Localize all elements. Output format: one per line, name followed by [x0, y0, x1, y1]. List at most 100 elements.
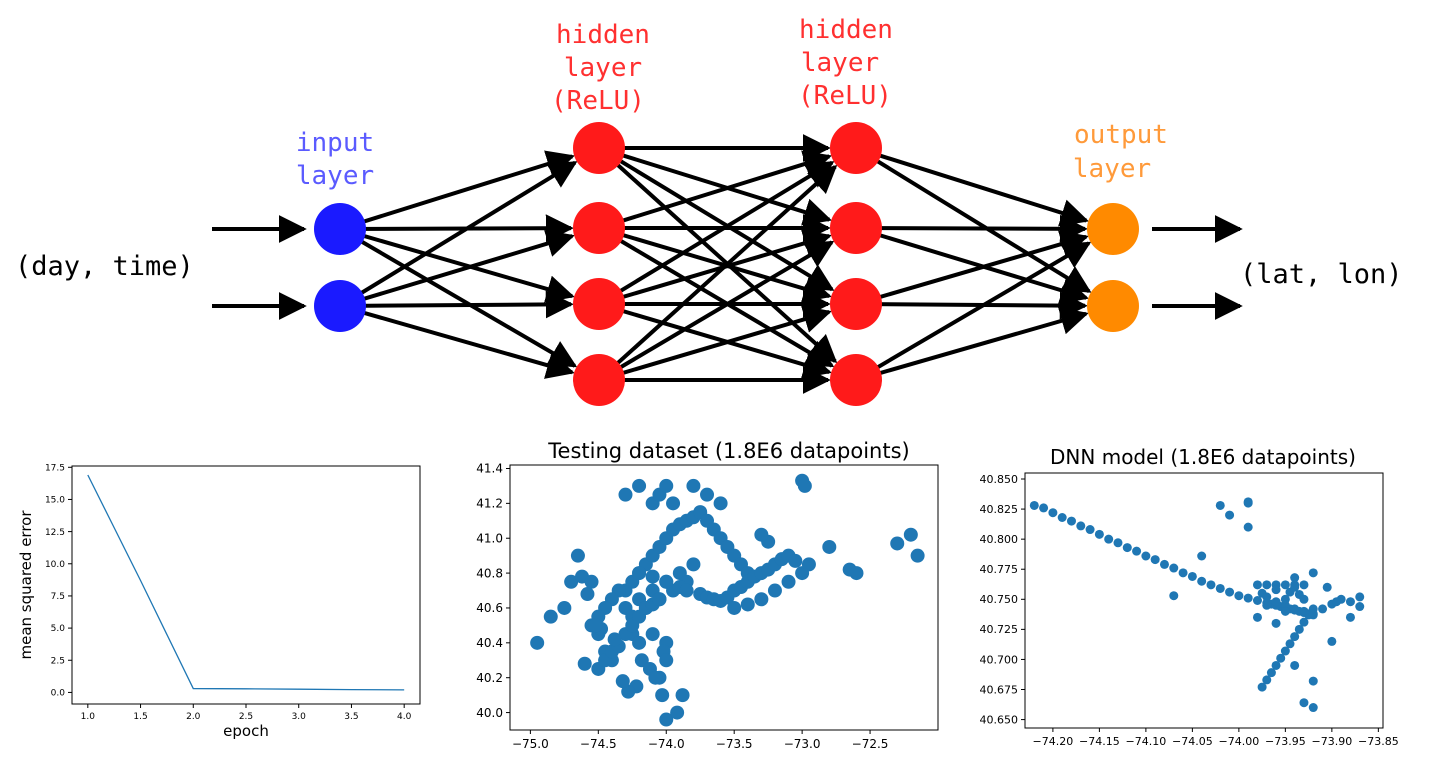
dnn-point: [1215, 500, 1225, 510]
hidden2-node: [830, 354, 882, 406]
connection-arrow: [855, 214, 1088, 243]
testing-point: [675, 688, 690, 703]
neural-network-diagram: (day, time) (lat, lon) input layer hidde…: [15, 15, 1403, 406]
dnn-point: [1280, 580, 1290, 590]
testing-ytick-label: 40.0: [476, 706, 503, 720]
loss-chart-series: [87, 474, 405, 691]
dnn-point: [1280, 594, 1290, 604]
dnn-point: [1345, 612, 1355, 622]
hidden1-node: [573, 354, 625, 406]
dnn-point: [1141, 551, 1151, 561]
dnn-point: [1271, 585, 1281, 595]
testing-point: [659, 712, 674, 727]
testing-xtick-label: −74.0: [648, 737, 685, 751]
testing-point: [788, 553, 803, 568]
testing-point: [588, 618, 603, 633]
connection-arrow: [597, 160, 835, 306]
dnn-point: [1122, 543, 1132, 553]
output-layer-label-line2: layer: [1073, 154, 1151, 184]
dnn-point: [1262, 592, 1272, 602]
loss-ytick-label: 5.0: [51, 624, 66, 634]
testing-ytick-label: 40.4: [476, 636, 503, 650]
testing-dataset-chart: −75.0 −74.5 −74.0 −73.5 −73.0 −72.5 40.0 40.2 40…: [476, 439, 939, 751]
output-text: (lat, lon): [1240, 259, 1403, 290]
testing-point: [615, 674, 630, 689]
output-node: [1087, 203, 1139, 255]
testing-chart-points: [530, 473, 925, 727]
dnn-point: [1290, 604, 1300, 614]
testing-point: [570, 548, 585, 563]
loss-ytick-label: 15.0: [45, 496, 65, 506]
dnn-chart-frame: [1024, 472, 1384, 729]
testing-ytick-label: 40.6: [476, 601, 503, 615]
dnn-point: [1252, 612, 1262, 622]
hidden1-node: [573, 278, 625, 330]
hidden1-label-line3: (ReLU): [551, 86, 645, 116]
testing-point: [577, 656, 592, 671]
dnn-ytick-label: 40.650: [980, 713, 1019, 726]
dnn-point: [1299, 698, 1309, 708]
input-layer-label-line2: layer: [296, 161, 374, 191]
testing-point: [797, 478, 812, 493]
testing-point: [580, 587, 595, 602]
input-node: [314, 203, 366, 255]
hidden2-node: [830, 202, 882, 254]
testing-point: [801, 557, 816, 572]
loss-ytick-label: 12.5: [45, 528, 65, 538]
connection-arrow: [338, 160, 578, 308]
dnn-point: [1178, 568, 1188, 578]
loss-xtick-label: 1.0: [81, 712, 96, 722]
connection-arrow: [598, 150, 832, 230]
dnn-point: [1271, 660, 1281, 670]
testing-point: [648, 670, 663, 685]
dnn-xtick-label: −74.10: [1126, 735, 1167, 748]
testing-ytick-label: 41.0: [476, 531, 503, 545]
dnn-xtick-label: −74.00: [1219, 735, 1260, 748]
dnn-point: [1355, 592, 1365, 602]
dnn-point: [1104, 534, 1114, 544]
testing-point: [659, 653, 674, 668]
connection-arrow: [339, 229, 575, 308]
dnn-point: [1262, 580, 1272, 590]
hidden2-node: [830, 278, 882, 330]
output-node: [1087, 280, 1139, 332]
testing-point: [910, 548, 925, 563]
testing-point: [564, 574, 579, 589]
connection-arrow: [855, 226, 1089, 304]
loss-chart-ylabel: mean squared error: [17, 510, 35, 660]
dnn-xtick-label: −74.15: [1079, 735, 1120, 748]
dnn-point: [1048, 508, 1058, 518]
testing-point: [822, 539, 837, 554]
dnn-xtick-label: −73.95: [1265, 735, 1306, 748]
loss-xtick-label: 4.0: [397, 712, 412, 722]
loss-xtick-label: 1.5: [133, 712, 147, 722]
testing-point: [686, 478, 701, 493]
dnn-point: [1159, 559, 1169, 569]
dnn-xtick-label: −73.90: [1311, 735, 1352, 748]
dnn-chart-title: DNN model (1.8E6 datapoints): [1050, 445, 1356, 469]
dnn-point: [1215, 583, 1225, 593]
loss-ytick-label: 2.5: [51, 656, 65, 666]
testing-point: [849, 566, 864, 581]
input-layer-label-line1: input: [296, 128, 374, 158]
hidden1-label-line2: layer: [564, 53, 642, 83]
connection-arrow: [855, 230, 1089, 306]
output-layer-label-line1: output: [1074, 120, 1168, 150]
connection-arrow: [339, 150, 575, 231]
dnn-point: [1197, 576, 1207, 586]
dnn-chart-points: [1029, 497, 1365, 713]
dnn-point: [1252, 580, 1262, 590]
testing-point: [666, 496, 681, 511]
dnn-point: [1294, 624, 1304, 634]
testing-point: [632, 635, 647, 650]
hidden2-label-line1: hidden: [799, 15, 893, 45]
loss-ytick-label: 17.5: [45, 463, 65, 473]
connection-arrow: [339, 304, 575, 379]
connection-arrow: [339, 227, 575, 303]
loss-ytick-label: 10.0: [45, 560, 65, 570]
hidden1-label-line1: hidden: [556, 20, 650, 50]
connection-arrow: [598, 226, 832, 303]
dnn-point: [1271, 597, 1281, 607]
testing-xtick-label: −72.5: [852, 737, 889, 751]
